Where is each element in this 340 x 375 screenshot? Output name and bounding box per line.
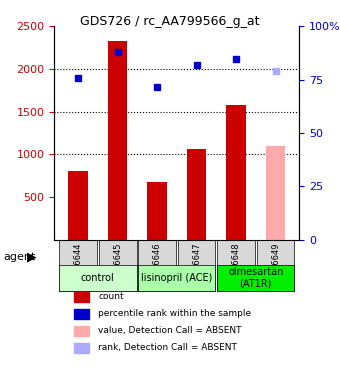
FancyBboxPatch shape	[59, 240, 97, 291]
Text: GSM26648: GSM26648	[232, 242, 240, 288]
FancyBboxPatch shape	[59, 265, 137, 291]
Bar	[147, 182, 167, 240]
Text: rank, Detection Call = ABSENT: rank, Detection Call = ABSENT	[99, 343, 237, 352]
Text: value, Detection Call = ABSENT: value, Detection Call = ABSENT	[99, 326, 242, 335]
Bar	[74, 343, 89, 353]
Bar	[226, 105, 246, 240]
FancyBboxPatch shape	[177, 240, 216, 291]
Text: GSM26647: GSM26647	[192, 242, 201, 288]
Bar	[68, 171, 88, 240]
Bar	[74, 326, 89, 336]
FancyBboxPatch shape	[138, 240, 176, 291]
FancyBboxPatch shape	[217, 240, 255, 291]
FancyBboxPatch shape	[99, 240, 137, 291]
FancyBboxPatch shape	[217, 265, 294, 291]
Text: percentile rank within the sample: percentile rank within the sample	[99, 309, 252, 318]
Text: agent: agent	[3, 252, 36, 262]
FancyBboxPatch shape	[138, 265, 216, 291]
Text: olmesartan
(AT1R): olmesartan (AT1R)	[228, 267, 284, 289]
Bar	[187, 149, 206, 240]
Text: GSM26644: GSM26644	[73, 242, 83, 288]
Bar	[266, 146, 285, 240]
Bar	[74, 309, 89, 319]
Text: GDS726 / rc_AA799566_g_at: GDS726 / rc_AA799566_g_at	[80, 15, 260, 28]
Text: GSM26649: GSM26649	[271, 242, 280, 288]
Bar	[74, 292, 89, 302]
Text: GSM26645: GSM26645	[113, 242, 122, 288]
FancyBboxPatch shape	[257, 240, 294, 291]
Text: GSM26646: GSM26646	[153, 242, 162, 288]
Text: count: count	[99, 292, 124, 302]
Text: lisinopril (ACE): lisinopril (ACE)	[141, 273, 212, 283]
Text: ▶: ▶	[27, 251, 37, 263]
Bar	[108, 41, 128, 240]
Text: control: control	[81, 273, 115, 283]
